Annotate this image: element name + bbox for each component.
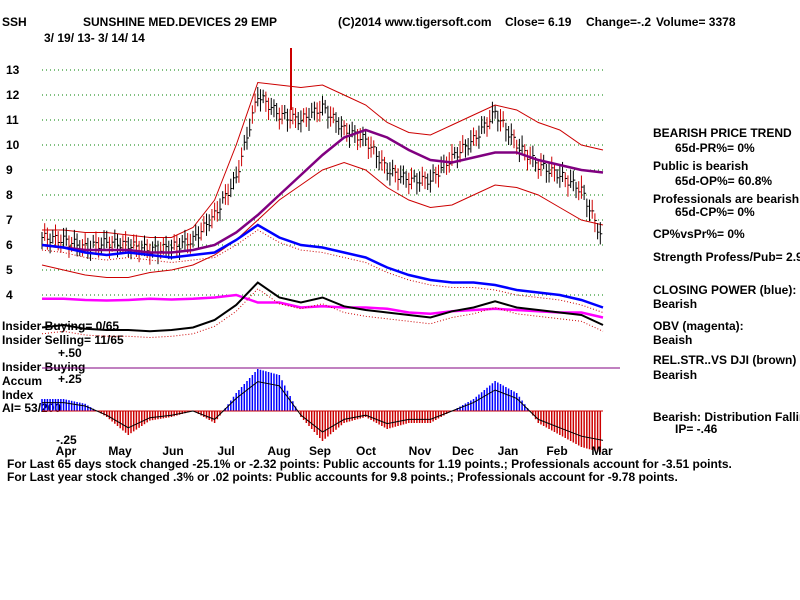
closing-power-line <box>41 223 604 309</box>
x-tick-label: Apr <box>56 444 77 458</box>
y-tick-label: 6 <box>6 238 13 252</box>
y-tick-label: 12 <box>6 88 20 102</box>
insider-selling-count: Insider Selling= 11/65 <box>2 333 124 347</box>
x-tick-label: Feb <box>546 444 567 458</box>
y-tick-label: 10 <box>6 138 20 152</box>
ticker-symbol: SSH <box>2 15 27 29</box>
public-bearish: Public is bearish <box>653 159 749 173</box>
y-tick-label: 8 <box>6 188 13 202</box>
upper-band-line <box>42 81 604 238</box>
ip-value: IP= -.46 <box>675 422 718 436</box>
footer-line-year: For Last year stock changed .3% or .02 p… <box>7 470 678 484</box>
x-tick-label: Dec <box>452 444 474 458</box>
x-tick-label: Jun <box>162 444 183 458</box>
relstr-status: Bearish <box>653 368 698 382</box>
volume-value: Volume= 3378 <box>656 15 736 29</box>
x-axis-ticks: Apr May Jun Jul Aug Sep Oct Nov Dec Jan Feb Mar <box>56 444 613 458</box>
accum-label: Accum <box>2 374 43 388</box>
closing-power-status: Bearish <box>653 297 698 311</box>
relstr-title: REL.STR..VS DJI (brown) <box>653 353 797 367</box>
cp-value: 65d-CP%= 0% <box>675 205 755 219</box>
accum-ma-line <box>42 381 604 441</box>
professionals-bearish: Professionals are bearish <box>653 192 800 206</box>
y-tick-label: 7 <box>6 213 13 227</box>
x-tick-label: May <box>108 444 132 458</box>
y-tick-label: 11 <box>6 113 19 127</box>
bands-layer <box>41 81 604 278</box>
stock-name: SUNSHINE MED.DEVICES 29 EMP <box>83 15 278 29</box>
accum-minus25-label: -.25 <box>56 433 77 447</box>
closing-power-ma-line <box>41 229 604 313</box>
y-tick-label: 5 <box>6 263 13 277</box>
cp-vs-pr: CP%vsPr%= 0% <box>653 227 745 241</box>
y-tick-label: 9 <box>6 163 13 177</box>
accum-plus50-label: +.50 <box>58 346 82 360</box>
y-tick-label: 4 <box>6 288 13 302</box>
footer-line-65day: For Last 65 days stock changed -25.1% or… <box>7 457 732 471</box>
index-label: Index <box>2 388 34 402</box>
obv-status: Beaish <box>653 333 693 347</box>
y-tick-label: 13 <box>6 63 20 77</box>
x-tick-label: Jan <box>498 444 519 458</box>
rel-strength-line <box>41 281 604 333</box>
close-value: Close= 6.19 <box>505 15 572 29</box>
accum-index-layer <box>41 369 604 453</box>
moving-average-line <box>41 128 604 254</box>
x-tick-label: Jul <box>217 444 234 458</box>
bearish-price-trend: BEARISH PRICE TREND <box>653 126 792 140</box>
x-tick-label: Oct <box>356 444 376 458</box>
insider-buying-label: Insider Buying <box>2 360 86 374</box>
x-tick-label: Mar <box>591 444 613 458</box>
closing-power-title: CLOSING POWER (blue): <box>653 283 797 297</box>
copyright-text: (C)2014 www.tigersoft.com <box>338 15 492 29</box>
lower-band-line <box>41 161 604 278</box>
strength-ratio: Strength Profess/Pub= 2.9 <box>653 250 800 264</box>
x-tick-label: Nov <box>409 444 432 458</box>
x-tick-label: Sep <box>309 444 331 458</box>
obv-title: OBV (magenta): <box>653 319 744 333</box>
pr-value: 65d-PR%= 0% <box>675 141 755 155</box>
y-axis-ticks: 13 12 11 10 9 8 7 6 5 4 <box>6 63 20 302</box>
date-range: 3/ 19/ 13- 3/ 14/ 14 <box>44 31 145 45</box>
accum-plus25-label: +.25 <box>58 372 82 386</box>
op-value: 65d-OP%= 60.8% <box>675 174 773 188</box>
change-value: Change=-.2 <box>586 15 652 29</box>
distribution-status: Bearish: Distribution Falling <box>653 410 800 424</box>
indicator-lines-layer <box>41 128 604 339</box>
obv-line <box>42 293 604 319</box>
x-tick-label: Aug <box>267 444 290 458</box>
